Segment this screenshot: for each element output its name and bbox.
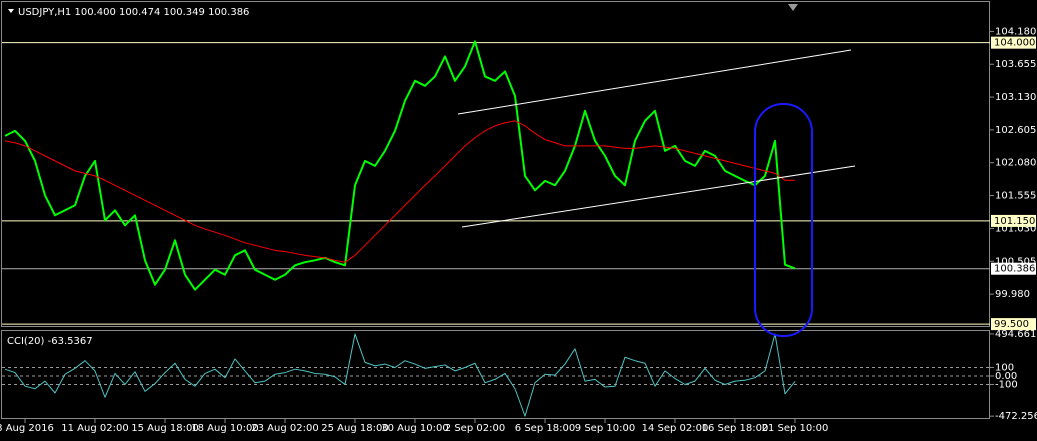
- x-tick-label: 2 Sep 02:00: [445, 423, 505, 434]
- level-label: 104.000: [994, 38, 1035, 49]
- cci-panel-border: [1, 330, 990, 419]
- level-label: 101.150: [994, 216, 1035, 227]
- series-line: [4, 333, 796, 417]
- y-tick-label: 102.605: [995, 125, 1036, 136]
- x-tick-label: 30 Aug 10:00: [381, 423, 448, 434]
- shift-marker: [788, 4, 798, 11]
- y-tick-label: -100: [995, 379, 1018, 390]
- series-line: [4, 120, 795, 263]
- level-label-box: [991, 318, 1036, 331]
- trend-line-upper: [457, 49, 852, 115]
- series-line: [4, 40, 796, 291]
- chart-title: USDJPY,H1 100.400 100.474 100.349 100.38…: [18, 7, 249, 18]
- x-tick-label: 14 Sep 02:00: [642, 423, 709, 434]
- x-tick-label: 9 Sep 10:00: [575, 423, 635, 434]
- y-tick-label: 0.00: [995, 371, 1017, 382]
- x-tick-label: 21 Sep 10:00: [762, 423, 829, 434]
- x-tick-label: 6 Sep 18:00: [515, 423, 575, 434]
- y-tick-label: 100.505: [995, 256, 1036, 267]
- trend-line-lower: [461, 165, 856, 228]
- level-label-box: [991, 36, 1036, 49]
- y-tick-label: 100: [995, 362, 1014, 373]
- y-tick-label: 103.130: [995, 92, 1036, 103]
- x-tick-label: 11 Aug 02:00: [61, 423, 128, 434]
- menu-arrow: [8, 9, 14, 13]
- price-panel-border: [1, 1, 990, 327]
- x-tick-label: 16 Sep 18:00: [702, 423, 769, 434]
- x-tick-label: 8 Aug 2016: [0, 423, 54, 434]
- y-tick-label: 102.080: [995, 158, 1036, 169]
- y-tick-label: 103.655: [995, 59, 1036, 70]
- x-tick-label: 15 Aug 18:00: [131, 423, 198, 434]
- y-tick-label: 101.030: [995, 223, 1036, 234]
- y-tick-label: -472.2561: [995, 411, 1037, 422]
- y-tick-label: 101.555: [995, 191, 1036, 202]
- indicator-title: CCI(20) -63.5367: [7, 336, 93, 347]
- highlight-ellipse: [754, 103, 813, 337]
- x-tick-label: 25 Aug 18:00: [321, 423, 388, 434]
- plot-area: 104.180 103.655 103.130 102.605 102.080 101.5…: [0, 26, 1037, 434]
- level-label: 100.386: [994, 264, 1035, 275]
- level-label-box: [991, 262, 1036, 275]
- level-label-box: [991, 214, 1036, 227]
- y-tick-label: 99.980: [995, 289, 1030, 300]
- x-tick-label: 23 Aug 02:00: [251, 423, 318, 434]
- y-tick-label: 104.180: [995, 26, 1036, 37]
- x-tick-label: 18 Aug 10:00: [191, 423, 258, 434]
- level-label: 99.500: [994, 319, 1029, 330]
